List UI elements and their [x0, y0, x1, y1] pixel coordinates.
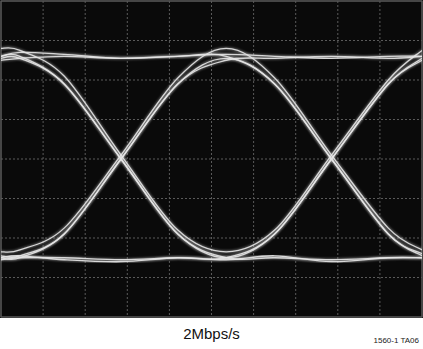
trace-glow	[1, 48, 422, 252]
grid-line	[379, 1, 380, 317]
traces	[1, 48, 422, 262]
grid-line	[1, 40, 422, 41]
frame	[1, 1, 422, 317]
grid	[1, 1, 422, 317]
grid-line	[211, 1, 212, 317]
trace	[1, 48, 422, 252]
trace	[1, 48, 422, 252]
grid-line	[1, 80, 422, 81]
grid-line	[295, 1, 296, 317]
figure-id: 1560-1 TA06	[373, 336, 419, 345]
grid-line	[1, 277, 422, 278]
chart: 2Mbps/s 1560-1 TA06	[0, 0, 423, 349]
grid-line	[1, 159, 422, 160]
screen	[0, 0, 423, 318]
trace-glow	[1, 48, 422, 252]
caption: 2Mbps/s	[183, 325, 240, 342]
grid-line	[1, 238, 422, 239]
